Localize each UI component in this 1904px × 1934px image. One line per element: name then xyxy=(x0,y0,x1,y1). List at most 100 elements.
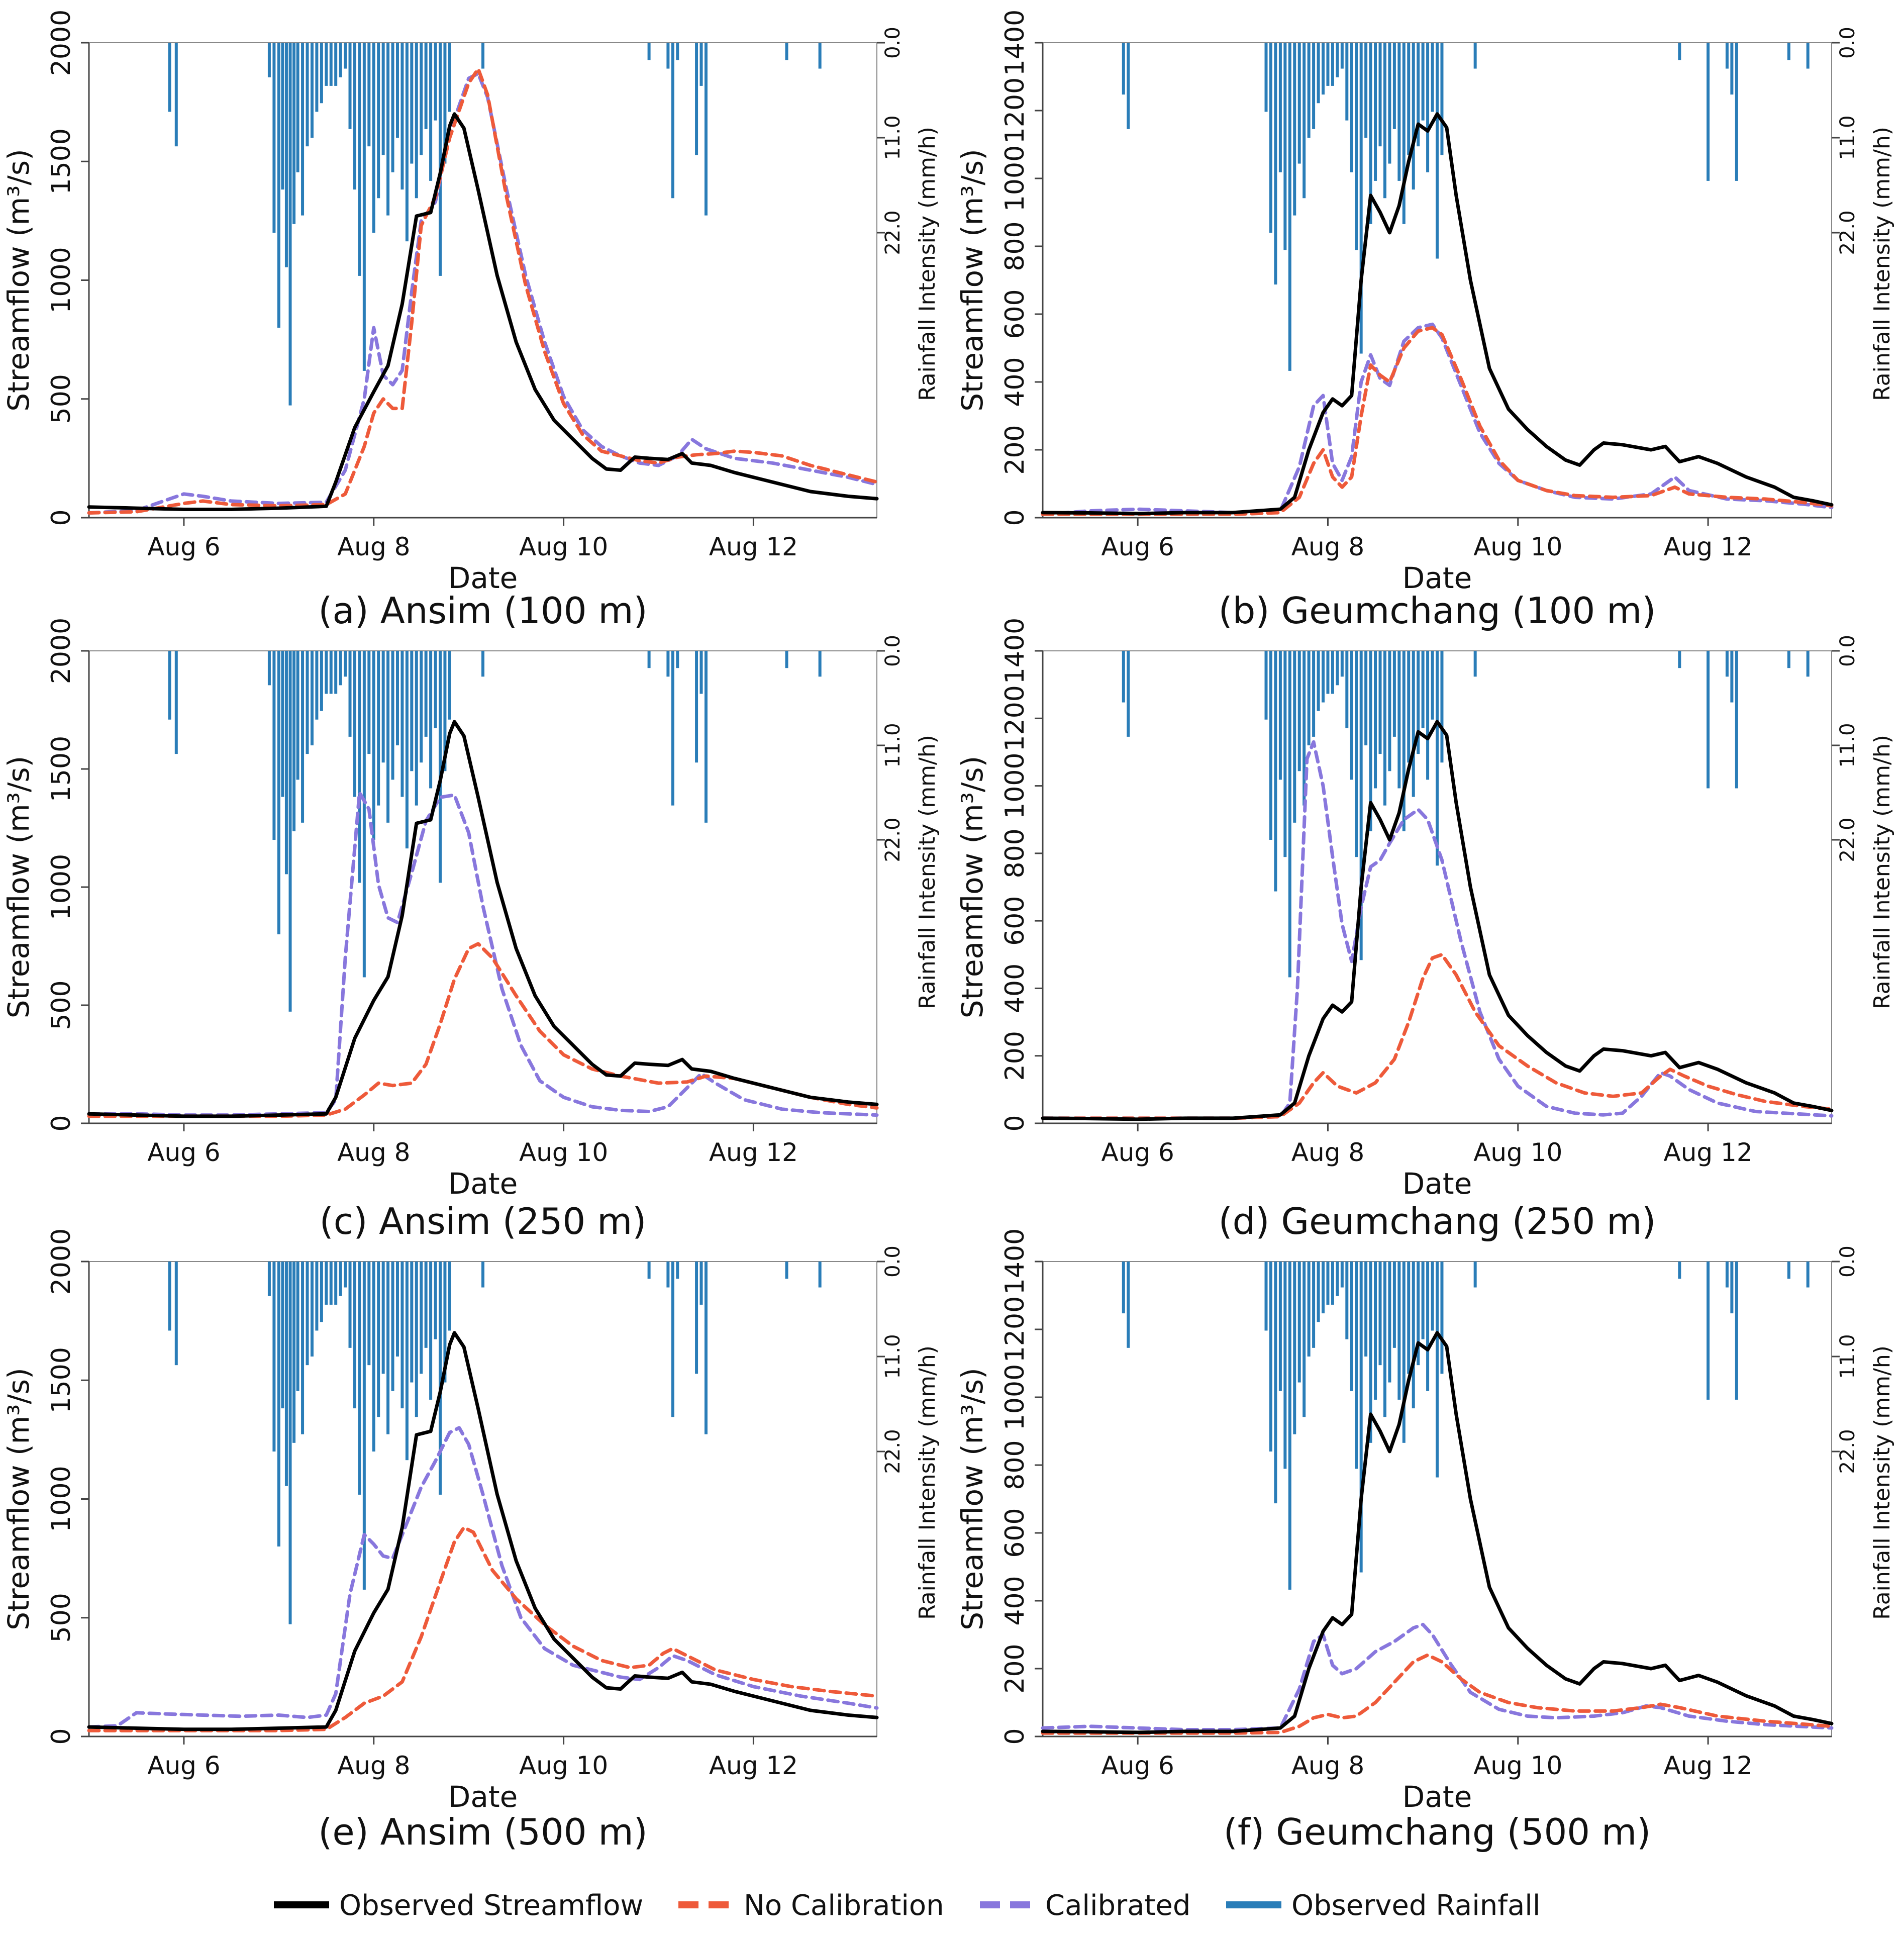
rain-bar xyxy=(1707,43,1710,181)
rain-bar xyxy=(1274,43,1277,285)
y-axis-label: Streamflow (m³/s) xyxy=(2,1368,36,1630)
series-line-cal xyxy=(87,71,879,515)
rain-axis-label: Rainfall Intensity (mm/h) xyxy=(915,1345,940,1620)
rain-bar xyxy=(348,1262,352,1348)
panel-title: (f) Geumchang (500 m) xyxy=(1224,1811,1651,1853)
rain-bar xyxy=(1283,43,1287,250)
rain-bar xyxy=(1297,43,1301,164)
rain-bar xyxy=(367,43,371,147)
y-tick-label: 1000 xyxy=(46,247,76,313)
rain-bar xyxy=(348,43,352,129)
plot-frame xyxy=(88,42,877,518)
rain-bar xyxy=(1312,1262,1316,1348)
x-tick-label: Aug 12 xyxy=(1664,532,1753,561)
rain-bar xyxy=(1426,1262,1430,1391)
rain-bar xyxy=(1364,1262,1368,1357)
series-line-obs xyxy=(1041,112,1834,516)
rain-bar xyxy=(325,651,328,694)
rain-bar xyxy=(292,43,296,224)
rain-bar xyxy=(329,43,333,86)
rain-bar xyxy=(695,651,698,763)
rain-tick-label: 11.0 xyxy=(881,1334,905,1379)
rain-bar xyxy=(1359,651,1363,960)
rain-bar xyxy=(1730,43,1734,95)
series-line-obs xyxy=(1041,720,1834,1121)
rain-bar xyxy=(320,43,323,104)
rain-bar xyxy=(1730,651,1734,703)
rain-tick-label: 11.0 xyxy=(1836,723,1859,767)
rain-bar xyxy=(1264,1262,1268,1331)
rain-bar xyxy=(1283,1262,1287,1469)
rain-axis-label: Rainfall Intensity (mm/h) xyxy=(915,127,940,401)
series-line-obs xyxy=(87,720,879,1118)
series-line-nocal xyxy=(87,1525,879,1732)
rain-bar xyxy=(358,651,361,883)
rain-bar xyxy=(1369,1262,1372,1443)
y-tick-label: 1000 xyxy=(1000,1364,1030,1430)
rain-bar xyxy=(1307,651,1311,745)
rain-bar xyxy=(325,43,328,86)
rain-bar xyxy=(1317,1262,1320,1322)
rain-bar xyxy=(1473,651,1477,677)
rain-bar xyxy=(424,651,428,737)
rain-bar xyxy=(1806,651,1810,677)
rain-bar xyxy=(1436,651,1439,866)
rain-bar xyxy=(310,43,314,138)
rain-bar xyxy=(1436,43,1439,259)
rain-bar xyxy=(174,651,178,754)
rain-bar xyxy=(1336,43,1339,77)
rain-bar xyxy=(1274,651,1277,892)
rain-bar xyxy=(267,651,271,686)
rain-bar xyxy=(272,651,276,840)
rain-bar xyxy=(1364,651,1368,745)
rain-bar xyxy=(377,43,380,199)
rain-bar xyxy=(1397,43,1401,181)
rain-bar xyxy=(1730,1262,1734,1314)
rain-bar xyxy=(381,43,385,155)
rain-bar xyxy=(415,43,418,199)
rain-bar xyxy=(1725,1262,1729,1288)
rain-bar xyxy=(415,651,418,806)
rain-bar xyxy=(1307,43,1311,138)
rain-bar xyxy=(334,43,338,86)
rain-bar xyxy=(1407,651,1411,763)
rain-bar xyxy=(325,1262,328,1305)
rain-bar xyxy=(391,43,394,172)
rain-bar xyxy=(410,43,414,164)
rain-bar xyxy=(1369,43,1372,224)
series-line-nocal xyxy=(1041,1653,1834,1735)
rain-bar xyxy=(481,43,484,69)
rain-tick-label: 22.0 xyxy=(1836,817,1859,862)
legend-item-nocal: No Calibration xyxy=(678,1889,944,1922)
rain-bar xyxy=(405,1262,409,1461)
rain-bar xyxy=(429,1262,433,1400)
rain-bar xyxy=(448,43,451,112)
rain-bar xyxy=(704,1262,708,1434)
plot-frame xyxy=(88,1261,877,1737)
rain-bar xyxy=(1293,1262,1296,1434)
y-tick-label: 400 xyxy=(1000,357,1030,407)
rain-bar xyxy=(676,43,679,60)
legend-label: Calibrated xyxy=(1045,1889,1190,1922)
rain-bar xyxy=(429,43,433,181)
y-tick-label: 1400 xyxy=(1000,618,1030,684)
rain-bar xyxy=(353,1262,356,1409)
rain-bar xyxy=(1436,1262,1439,1478)
rain-bar xyxy=(1269,43,1272,233)
legend-label: No Calibration xyxy=(744,1889,944,1922)
rain-bar xyxy=(372,43,375,233)
rain-bar xyxy=(362,43,366,371)
rain-bar xyxy=(410,651,414,771)
y-axis-label: Streamflow (m³/s) xyxy=(955,1368,989,1630)
rain-bar xyxy=(438,43,442,276)
rain-bar xyxy=(1383,43,1386,199)
rain-bar xyxy=(1297,651,1301,771)
rain-bar xyxy=(434,1262,437,1339)
rain-bar xyxy=(281,43,284,190)
rain-bar xyxy=(1421,651,1425,728)
rain-bar xyxy=(168,1262,171,1331)
x-tick-label: Aug 10 xyxy=(519,532,608,561)
y-tick-label: 1200 xyxy=(1000,77,1030,144)
